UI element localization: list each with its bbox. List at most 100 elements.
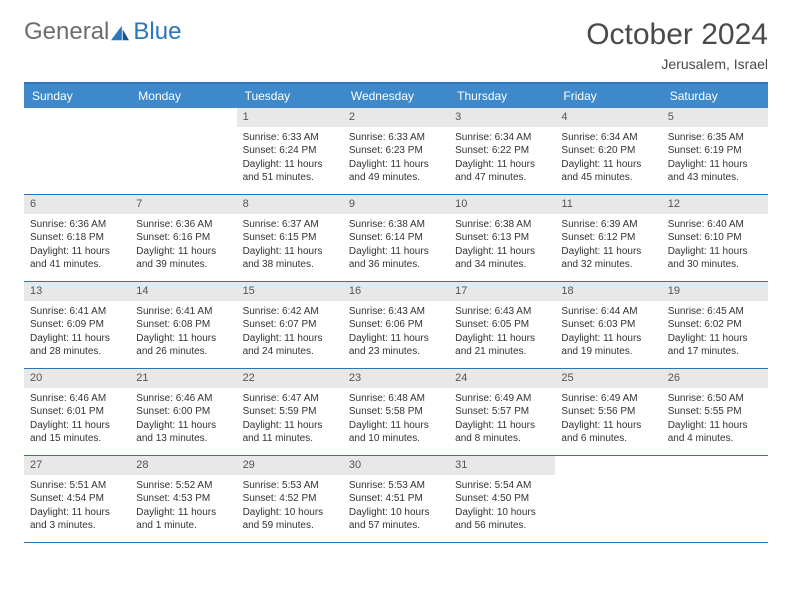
daylight-text: Daylight: 11 hours and 1 minute. xyxy=(136,506,230,533)
daylight-text: Daylight: 11 hours and 51 minutes. xyxy=(243,158,337,185)
dow-label: Tuesday xyxy=(237,84,343,108)
brand-logo: General Blue xyxy=(24,18,181,46)
sunrise-text: Sunrise: 6:34 AM xyxy=(455,131,549,145)
sunset-text: Sunset: 4:54 PM xyxy=(30,492,124,506)
day-number: 29 xyxy=(237,456,343,475)
calendar-day: 16Sunrise: 6:43 AMSunset: 6:06 PMDayligh… xyxy=(343,282,449,368)
sunset-text: Sunset: 5:58 PM xyxy=(349,405,443,419)
sunset-text: Sunset: 4:53 PM xyxy=(136,492,230,506)
day-number: 15 xyxy=(237,282,343,301)
sunrise-text: Sunrise: 6:39 AM xyxy=(561,218,655,232)
day-number: 30 xyxy=(343,456,449,475)
daylight-text: Daylight: 11 hours and 6 minutes. xyxy=(561,419,655,446)
day-number: 12 xyxy=(662,195,768,214)
daylight-text: Daylight: 10 hours and 59 minutes. xyxy=(243,506,337,533)
sunrise-text: Sunrise: 6:33 AM xyxy=(349,131,443,145)
sunset-text: Sunset: 6:09 PM xyxy=(30,318,124,332)
page-title: October 2024 xyxy=(586,18,768,52)
calendar-day: 17Sunrise: 6:43 AMSunset: 6:05 PMDayligh… xyxy=(449,282,555,368)
sunrise-text: Sunrise: 6:46 AM xyxy=(136,392,230,406)
sunset-text: Sunset: 6:20 PM xyxy=(561,144,655,158)
daylight-text: Daylight: 11 hours and 4 minutes. xyxy=(668,419,762,446)
sunset-text: Sunset: 6:03 PM xyxy=(561,318,655,332)
daylight-text: Daylight: 11 hours and 47 minutes. xyxy=(455,158,549,185)
sunset-text: Sunset: 6:13 PM xyxy=(455,231,549,245)
daylight-text: Daylight: 10 hours and 56 minutes. xyxy=(455,506,549,533)
daylight-text: Daylight: 11 hours and 43 minutes. xyxy=(668,158,762,185)
sunrise-text: Sunrise: 6:43 AM xyxy=(349,305,443,319)
calendar-empty: . xyxy=(24,108,130,194)
sail-icon xyxy=(109,24,131,42)
sunrise-text: Sunrise: 5:51 AM xyxy=(30,479,124,493)
calendar-day: 9Sunrise: 6:38 AMSunset: 6:14 PMDaylight… xyxy=(343,195,449,281)
dow-label: Saturday xyxy=(662,84,768,108)
calendar-day: 30Sunrise: 5:53 AMSunset: 4:51 PMDayligh… xyxy=(343,456,449,542)
sunset-text: Sunset: 6:23 PM xyxy=(349,144,443,158)
calendar-empty: . xyxy=(130,108,236,194)
day-of-week-row: SundayMondayTuesdayWednesdayThursdayFrid… xyxy=(24,84,768,108)
dow-label: Thursday xyxy=(449,84,555,108)
daylight-text: Daylight: 11 hours and 41 minutes. xyxy=(30,245,124,272)
brand-part1: General xyxy=(24,18,109,46)
dow-label: Friday xyxy=(555,84,661,108)
sunset-text: Sunset: 6:18 PM xyxy=(30,231,124,245)
daylight-text: Daylight: 11 hours and 39 minutes. xyxy=(136,245,230,272)
calendar-day: 31Sunrise: 5:54 AMSunset: 4:50 PMDayligh… xyxy=(449,456,555,542)
daylight-text: Daylight: 11 hours and 13 minutes. xyxy=(136,419,230,446)
day-number: 18 xyxy=(555,282,661,301)
sunset-text: Sunset: 6:10 PM xyxy=(668,231,762,245)
calendar-week: 6Sunrise: 6:36 AMSunset: 6:18 PMDaylight… xyxy=(24,195,768,282)
sunrise-text: Sunrise: 6:49 AM xyxy=(455,392,549,406)
day-number: 6 xyxy=(24,195,130,214)
day-number: 24 xyxy=(449,369,555,388)
sunrise-text: Sunrise: 6:42 AM xyxy=(243,305,337,319)
daylight-text: Daylight: 11 hours and 45 minutes. xyxy=(561,158,655,185)
sunrise-text: Sunrise: 6:43 AM xyxy=(455,305,549,319)
calendar-day: 1Sunrise: 6:33 AMSunset: 6:24 PMDaylight… xyxy=(237,108,343,194)
day-number: 9 xyxy=(343,195,449,214)
day-number: 11 xyxy=(555,195,661,214)
calendar-day: 11Sunrise: 6:39 AMSunset: 6:12 PMDayligh… xyxy=(555,195,661,281)
day-number: 3 xyxy=(449,108,555,127)
sunset-text: Sunset: 6:19 PM xyxy=(668,144,762,158)
calendar-day: 5Sunrise: 6:35 AMSunset: 6:19 PMDaylight… xyxy=(662,108,768,194)
day-number: 23 xyxy=(343,369,449,388)
dow-label: Monday xyxy=(130,84,236,108)
sunrise-text: Sunrise: 6:34 AM xyxy=(561,131,655,145)
sunrise-text: Sunrise: 6:41 AM xyxy=(136,305,230,319)
sunrise-text: Sunrise: 6:47 AM xyxy=(243,392,337,406)
sunset-text: Sunset: 6:08 PM xyxy=(136,318,230,332)
header: General Blue October 2024 Jerusalem, Isr… xyxy=(24,18,768,72)
sunrise-text: Sunrise: 5:52 AM xyxy=(136,479,230,493)
day-number: 14 xyxy=(130,282,236,301)
daylight-text: Daylight: 11 hours and 11 minutes. xyxy=(243,419,337,446)
sunset-text: Sunset: 6:16 PM xyxy=(136,231,230,245)
daylight-text: Daylight: 11 hours and 30 minutes. xyxy=(668,245,762,272)
sunrise-text: Sunrise: 5:53 AM xyxy=(349,479,443,493)
calendar-day: 13Sunrise: 6:41 AMSunset: 6:09 PMDayligh… xyxy=(24,282,130,368)
sunset-text: Sunset: 6:05 PM xyxy=(455,318,549,332)
sunrise-text: Sunrise: 6:37 AM xyxy=(243,218,337,232)
daylight-text: Daylight: 11 hours and 36 minutes. xyxy=(349,245,443,272)
sunset-text: Sunset: 6:06 PM xyxy=(349,318,443,332)
sunrise-text: Sunrise: 6:46 AM xyxy=(30,392,124,406)
title-block: October 2024 Jerusalem, Israel xyxy=(586,18,768,72)
calendar-week: 13Sunrise: 6:41 AMSunset: 6:09 PMDayligh… xyxy=(24,282,768,369)
day-number: 16 xyxy=(343,282,449,301)
day-number: 22 xyxy=(237,369,343,388)
calendar-day: 19Sunrise: 6:45 AMSunset: 6:02 PMDayligh… xyxy=(662,282,768,368)
calendar-day: 6Sunrise: 6:36 AMSunset: 6:18 PMDaylight… xyxy=(24,195,130,281)
calendar-empty: . xyxy=(555,456,661,542)
sunrise-text: Sunrise: 6:33 AM xyxy=(243,131,337,145)
sunset-text: Sunset: 6:22 PM xyxy=(455,144,549,158)
sunset-text: Sunset: 4:50 PM xyxy=(455,492,549,506)
daylight-text: Daylight: 11 hours and 26 minutes. xyxy=(136,332,230,359)
sunset-text: Sunset: 4:51 PM xyxy=(349,492,443,506)
sunset-text: Sunset: 6:01 PM xyxy=(30,405,124,419)
sunrise-text: Sunrise: 6:35 AM xyxy=(668,131,762,145)
calendar-day: 22Sunrise: 6:47 AMSunset: 5:59 PMDayligh… xyxy=(237,369,343,455)
daylight-text: Daylight: 11 hours and 38 minutes. xyxy=(243,245,337,272)
daylight-text: Daylight: 11 hours and 15 minutes. xyxy=(30,419,124,446)
calendar-day: 4Sunrise: 6:34 AMSunset: 6:20 PMDaylight… xyxy=(555,108,661,194)
dow-label: Wednesday xyxy=(343,84,449,108)
